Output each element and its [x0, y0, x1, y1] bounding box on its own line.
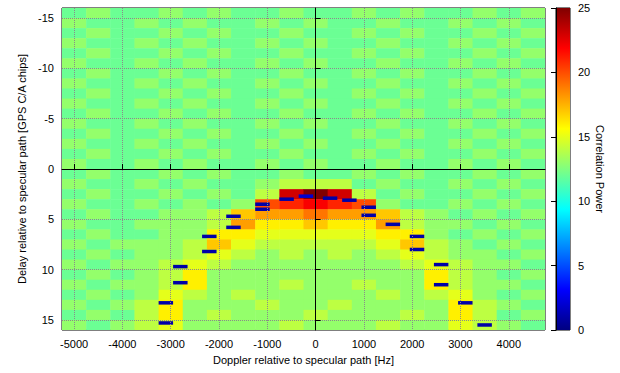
- svg-text:1000: 1000: [352, 338, 376, 350]
- svg-text:10: 10: [42, 264, 54, 276]
- svg-text:5: 5: [48, 213, 54, 225]
- svg-text:-10: -10: [38, 62, 54, 74]
- svg-text:25: 25: [578, 2, 590, 14]
- svg-text:15: 15: [42, 314, 54, 326]
- svg-text:-1000: -1000: [253, 338, 281, 350]
- svg-text:Doppler relative to specular p: Doppler relative to specular path [Hz]: [213, 354, 394, 366]
- svg-text:Correlation Power: Correlation Power: [594, 125, 606, 213]
- svg-text:10: 10: [578, 195, 590, 207]
- svg-text:0: 0: [578, 324, 584, 336]
- svg-text:20: 20: [578, 66, 590, 78]
- svg-text:-4000: -4000: [108, 338, 136, 350]
- svg-text:2000: 2000: [400, 338, 424, 350]
- svg-text:-5000: -5000: [60, 338, 88, 350]
- svg-text:-2000: -2000: [205, 338, 233, 350]
- svg-text:3000: 3000: [448, 338, 472, 350]
- svg-text:0: 0: [313, 338, 319, 350]
- svg-text:Delay relative to specular pat: Delay relative to specular path [GPS C/A…: [16, 54, 28, 284]
- svg-text:5: 5: [578, 260, 584, 272]
- svg-text:4000: 4000: [497, 338, 521, 350]
- svg-text:-15: -15: [38, 12, 54, 24]
- svg-text:0: 0: [48, 163, 54, 175]
- svg-text:-5: -5: [44, 113, 54, 125]
- svg-text:-3000: -3000: [157, 338, 185, 350]
- svg-text:15: 15: [578, 131, 590, 143]
